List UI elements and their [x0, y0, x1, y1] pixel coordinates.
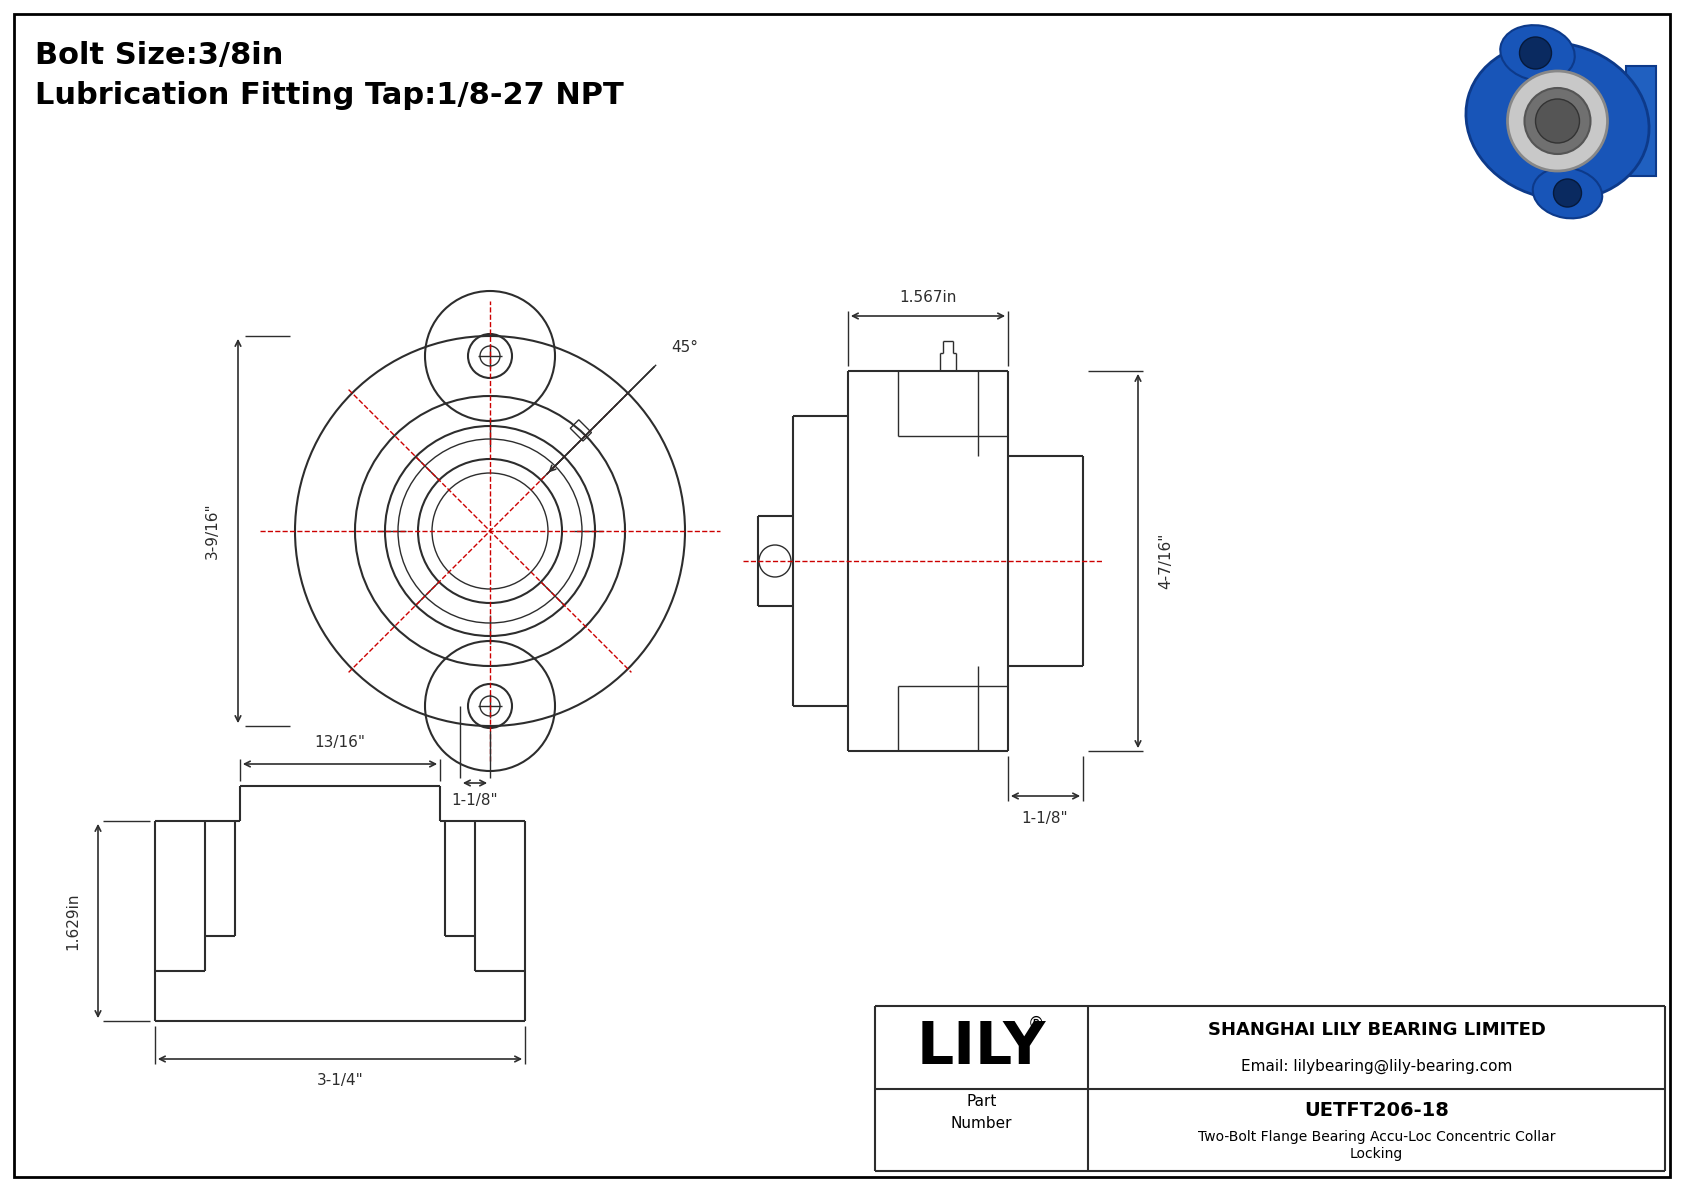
Text: Two-Bolt Flange Bearing Accu-Loc Concentric Collar
Locking: Two-Bolt Flange Bearing Accu-Loc Concent… — [1197, 1130, 1556, 1161]
Text: 1.629in: 1.629in — [66, 892, 81, 949]
Text: 45°: 45° — [672, 339, 699, 355]
Circle shape — [1507, 71, 1608, 172]
Text: Bolt Size:3/8in: Bolt Size:3/8in — [35, 40, 283, 70]
Circle shape — [1536, 99, 1580, 143]
Text: SHANGHAI LILY BEARING LIMITED: SHANGHAI LILY BEARING LIMITED — [1207, 1021, 1546, 1039]
Text: LILY: LILY — [916, 1018, 1046, 1075]
Circle shape — [1524, 88, 1590, 154]
Text: UETFT206-18: UETFT206-18 — [1303, 1100, 1448, 1120]
Text: 1-1/8": 1-1/8" — [451, 792, 498, 807]
Text: ®: ® — [1029, 1015, 1044, 1033]
Ellipse shape — [1500, 25, 1575, 81]
Text: 1.567in: 1.567in — [899, 291, 957, 306]
Text: Part
Number: Part Number — [951, 1093, 1012, 1131]
Text: 3-9/16": 3-9/16" — [204, 503, 219, 560]
Text: 1-1/8": 1-1/8" — [1022, 811, 1068, 825]
Text: Email: lilybearing@lily-bearing.com: Email: lilybearing@lily-bearing.com — [1241, 1059, 1512, 1074]
Circle shape — [1519, 37, 1551, 69]
Circle shape — [1554, 179, 1581, 207]
Ellipse shape — [1532, 168, 1601, 218]
Text: 13/16": 13/16" — [315, 735, 365, 749]
Text: Lubrication Fitting Tap:1/8-27 NPT: Lubrication Fitting Tap:1/8-27 NPT — [35, 81, 623, 110]
Text: 3-1/4": 3-1/4" — [317, 1073, 364, 1089]
FancyBboxPatch shape — [1625, 66, 1655, 176]
Bar — [571, 419, 591, 441]
Text: 4-7/16": 4-7/16" — [1159, 532, 1174, 590]
Ellipse shape — [1467, 43, 1649, 200]
